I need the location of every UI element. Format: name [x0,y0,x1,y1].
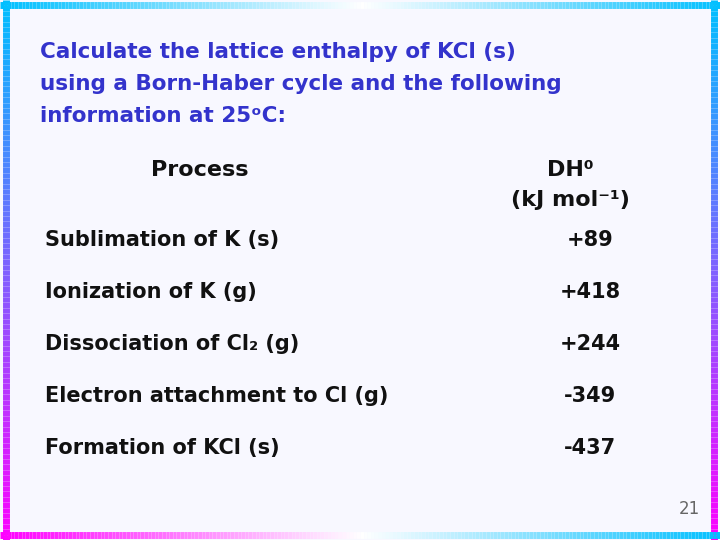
Text: Ionization of K (g): Ionization of K (g) [45,282,257,302]
Text: Formation of KCl (s): Formation of KCl (s) [45,438,279,458]
Text: Sublimation of K (s): Sublimation of K (s) [45,230,279,250]
Text: Dissociation of Cl₂ (g): Dissociation of Cl₂ (g) [45,334,300,354]
Text: -437: -437 [564,438,616,458]
Text: 21: 21 [679,500,700,518]
Text: +89: +89 [567,230,613,250]
Text: Electron attachment to Cl (g): Electron attachment to Cl (g) [45,386,388,406]
Text: +244: +244 [559,334,621,354]
Text: DH⁰: DH⁰ [546,160,593,180]
Text: -349: -349 [564,386,616,406]
Text: +418: +418 [559,282,621,302]
Text: information at 25ᵒC:: information at 25ᵒC: [40,106,286,126]
Text: Process: Process [151,160,248,180]
Text: using a Born-Haber cycle and the following: using a Born-Haber cycle and the followi… [40,74,562,94]
Text: Calculate the lattice enthalpy of KCl (s): Calculate the lattice enthalpy of KCl (s… [40,42,516,62]
Text: (kJ mol⁻¹): (kJ mol⁻¹) [510,190,629,210]
